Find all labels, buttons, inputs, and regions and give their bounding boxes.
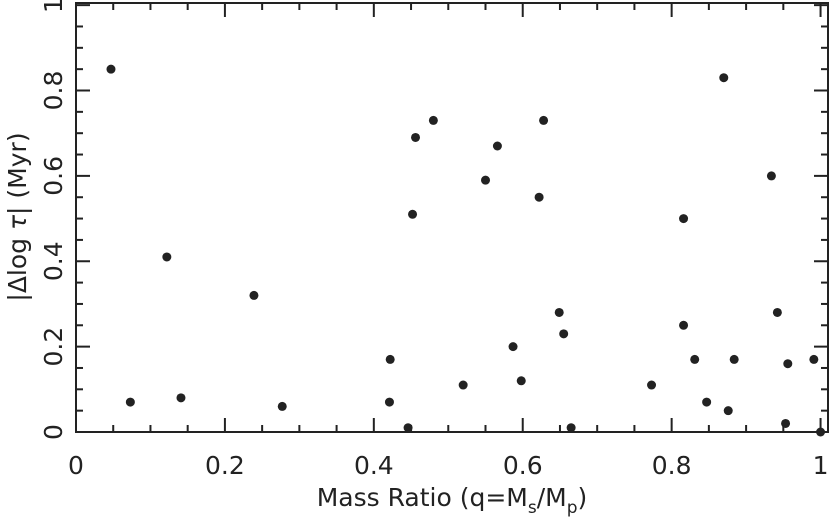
y-label-part: |Δlog <box>3 230 32 302</box>
point <box>539 115 549 125</box>
point <box>679 320 689 330</box>
x-label-sub: p <box>567 498 578 518</box>
point <box>729 354 739 364</box>
point <box>559 329 569 339</box>
point <box>809 354 819 364</box>
point <box>566 423 576 433</box>
point <box>125 397 135 407</box>
y-axis-label: |Δlog τ| (Myr) <box>3 132 32 301</box>
point <box>554 307 564 317</box>
x-axis-label: Mass Ratio (q=Ms/Mp) <box>317 483 588 518</box>
point <box>106 64 116 74</box>
y-tick-label: 1 <box>39 0 68 13</box>
point <box>492 141 502 151</box>
point <box>249 290 259 300</box>
x-label-sub: s <box>528 498 537 518</box>
y-tick-label: 0 <box>39 424 68 440</box>
point <box>816 427 826 437</box>
x-tick-label: 1 <box>813 451 829 480</box>
point <box>647 380 657 390</box>
point <box>766 171 776 181</box>
point <box>411 132 421 142</box>
point <box>384 397 394 407</box>
point <box>408 209 418 219</box>
point <box>481 175 491 185</box>
point <box>277 401 287 411</box>
point <box>719 73 729 83</box>
y-tick-label: 0.4 <box>39 241 68 281</box>
y-tick-label: 0.6 <box>39 156 68 196</box>
y-tick-label: 0.2 <box>39 327 68 367</box>
y-label-part: τ <box>3 214 32 230</box>
plot-frame <box>75 2 829 433</box>
point <box>781 418 791 428</box>
point <box>702 397 712 407</box>
y-label-part: | (Myr) <box>3 132 32 215</box>
x-tick-label: 0 <box>68 451 84 480</box>
point <box>458 380 468 390</box>
point <box>428 115 438 125</box>
x-label-part: Mass Ratio (q=M <box>317 483 528 512</box>
y-tick-label: 0.8 <box>39 71 68 111</box>
point <box>679 214 689 224</box>
point <box>176 393 186 403</box>
x-label-part: /M <box>537 483 567 512</box>
point <box>385 354 395 364</box>
x-tick-label: 0.6 <box>503 451 543 480</box>
point <box>723 406 733 416</box>
x-label-part: ) <box>578 483 588 512</box>
point <box>690 354 700 364</box>
point <box>516 376 526 386</box>
point <box>403 423 413 433</box>
point <box>162 252 172 262</box>
point <box>534 192 544 202</box>
x-tick-label: 0.4 <box>354 451 394 480</box>
point <box>508 342 518 352</box>
point <box>772 307 782 317</box>
point <box>783 359 793 369</box>
x-tick-label: 0.8 <box>652 451 692 480</box>
x-tick-label: 0.2 <box>205 451 245 480</box>
